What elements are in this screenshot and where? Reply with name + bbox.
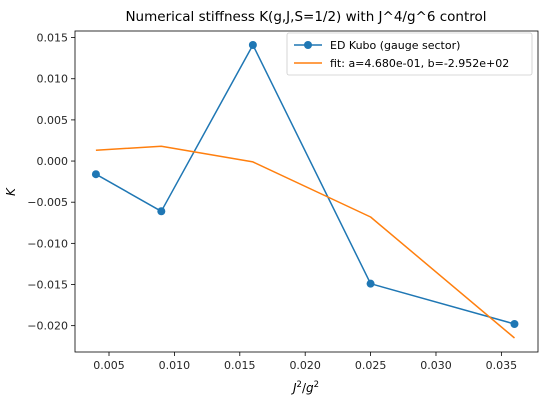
- legend-box: [286, 32, 533, 76]
- y-tick-label: 0.005: [37, 114, 69, 127]
- x-tick-label: 0.005: [93, 359, 125, 372]
- x-tick-label: 0.025: [355, 359, 387, 372]
- y-tick-label: 0.015: [37, 32, 69, 45]
- x-tick-label: 0.020: [289, 359, 321, 372]
- y-tick-label: −0.005: [27, 196, 68, 209]
- y-tick-label: 0.010: [37, 73, 69, 86]
- y-tick-label: −0.010: [27, 237, 68, 250]
- y-tick-label: 0.000: [37, 155, 69, 168]
- series-line-1: [95, 145, 515, 339]
- legend-label-ed-kubo: ED Kubo (gauge sector): [330, 39, 460, 52]
- data-point-0: [366, 279, 375, 288]
- data-point-0: [157, 207, 166, 216]
- x-tick-label: 0.010: [159, 359, 191, 372]
- plot-area: [75, 31, 538, 352]
- chart-title: Numerical stiffness K(g,J,S=1/2) with J^…: [125, 9, 486, 25]
- y-tick-label: −0.020: [27, 320, 68, 333]
- data-point-0: [510, 320, 519, 329]
- data-point-0: [91, 170, 100, 179]
- x-tick-label: 0.015: [224, 359, 256, 372]
- legend: ED Kubo (gauge sector) fit: a=4.680e-01,…: [286, 32, 533, 76]
- y-axis-ticks: 0.015 0.010 0.005 0.000 −0.005 −0.010 −0.015 −0…: [27, 32, 75, 333]
- data-point-0: [248, 40, 257, 49]
- plot-border: [74, 30, 539, 353]
- y-axis-label: K: [4, 187, 18, 196]
- x-axis-label: J2/g2: [291, 380, 319, 395]
- x-tick-label: 0.035: [486, 359, 518, 372]
- series-layer: [91, 40, 519, 339]
- legend-label-fit: fit: a=4.680e-01, b=-2.952e+02: [330, 57, 509, 70]
- y-tick-label: −0.015: [27, 279, 68, 292]
- legend-marker-ed-kubo: [304, 41, 312, 49]
- x-tick-label: 0.030: [420, 359, 452, 372]
- x-axis-ticks: 0.005 0.010 0.015 0.020 0.025 0.030 0.035: [93, 352, 517, 372]
